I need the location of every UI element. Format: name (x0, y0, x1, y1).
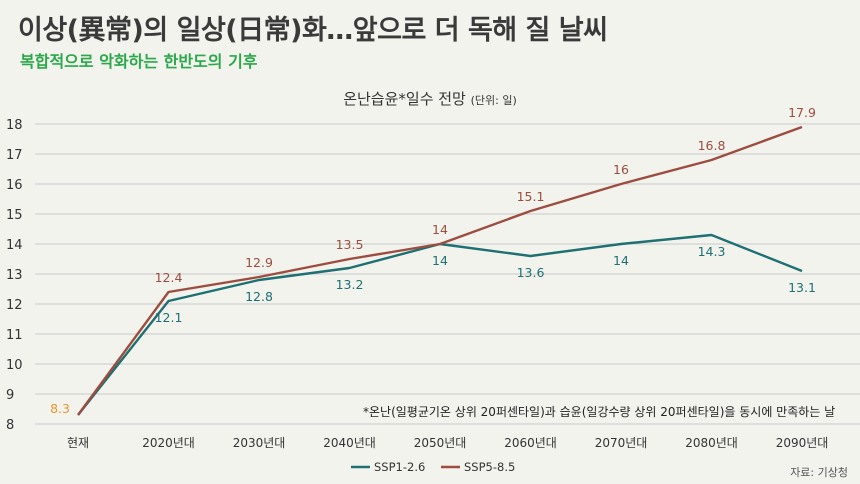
x-tick-label: 2030년대 (233, 436, 286, 450)
data-label: 14.3 (698, 244, 726, 259)
x-tick-label: 현재 (67, 436, 89, 450)
data-label: 13.6 (517, 265, 545, 280)
data-label: 16.8 (698, 138, 726, 153)
data-label: 13.5 (336, 237, 364, 252)
data-label: 13.1 (788, 280, 816, 295)
series-line-ssp5-8.5 (77, 125, 803, 416)
chart-title-unit: (단위: 일) (470, 94, 517, 107)
data-label: 15.1 (517, 189, 545, 204)
y-tick-label: 18 (6, 118, 23, 133)
y-tick-label: 16 (6, 178, 23, 193)
data-label: 14 (432, 222, 448, 237)
y-tick-label: 9 (6, 388, 14, 403)
x-tick-label: 2070년대 (595, 436, 648, 450)
y-tick-label: 17 (6, 148, 23, 163)
x-tick-label: 2060년대 (504, 436, 557, 450)
legend-label: SSP1-2.6 (374, 460, 425, 474)
data-label: 12.8 (245, 289, 273, 304)
subheadline: 복합적으로 악화하는 한반도의 기후 (20, 52, 258, 71)
y-tick-label: 12 (6, 298, 23, 313)
source-credit: 자료: 기상청 (790, 466, 848, 479)
data-label: 12.1 (155, 310, 183, 325)
data-label: 13.2 (336, 277, 364, 292)
y-tick-label: 8 (6, 418, 14, 433)
y-tick-label: 11 (6, 328, 23, 343)
data-label: 14 (613, 253, 629, 268)
data-label-current: 8.3 (50, 401, 70, 416)
y-tick-label: 13 (6, 268, 23, 283)
chart-title-text: 온난습윤*일수 전망 (343, 90, 466, 108)
x-tick-label: 2050년대 (414, 436, 467, 450)
chart-title: 온난습윤*일수 전망 (단위: 일) (0, 88, 860, 109)
y-tick-label: 10 (6, 358, 23, 373)
data-label: 14 (432, 253, 448, 268)
headline: 이상(異常)의 일상(日常)화…앞으로 더 독해 질 날씨 (18, 15, 608, 46)
x-tick-label: 2040년대 (323, 436, 376, 450)
x-tick-label: 2080년대 (685, 436, 738, 450)
data-label: 12.4 (155, 270, 183, 285)
data-label: 16 (613, 162, 629, 177)
legend-label: SSP5-8.5 (464, 460, 515, 474)
x-tick-label: 2090년대 (776, 436, 829, 450)
x-tick-label: 2020년대 (142, 436, 195, 450)
y-tick-label: 15 (6, 208, 23, 223)
data-label: 17.9 (788, 105, 816, 120)
footnote: *온난(일평균기온 상위 20퍼센타일)과 습윤(일강수량 상위 20퍼센타일)… (363, 405, 836, 419)
y-tick-label: 14 (6, 238, 23, 253)
data-label: 12.9 (245, 255, 273, 270)
